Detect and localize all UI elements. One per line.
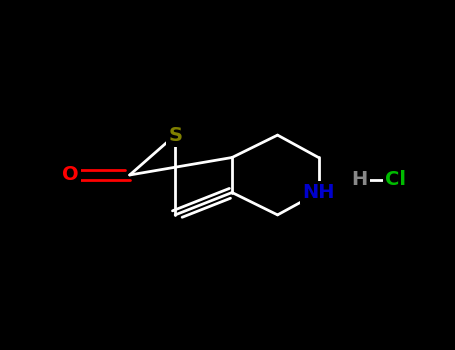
Text: S: S [168, 126, 182, 145]
Text: Cl: Cl [385, 170, 406, 189]
Text: NH: NH [302, 183, 335, 202]
Text: O: O [62, 166, 79, 184]
Text: H: H [351, 170, 368, 189]
